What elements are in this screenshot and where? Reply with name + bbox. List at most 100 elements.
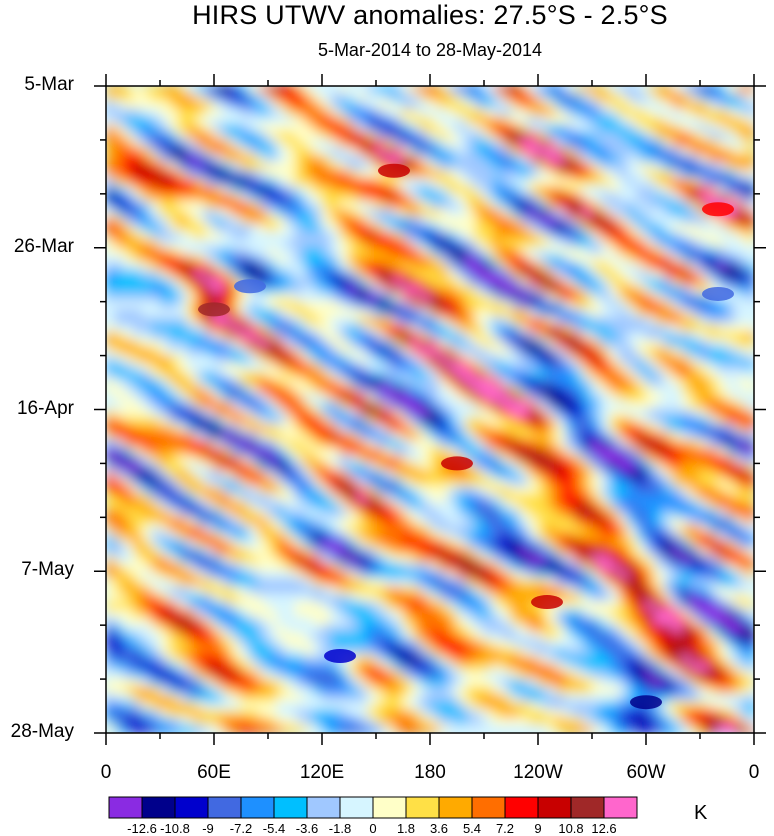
heatmap-cell (591, 270, 602, 280)
heatmap-cell (168, 201, 179, 210)
heatmap-cell (312, 108, 323, 118)
heatmap-cell (456, 116, 467, 126)
heatmap-cell (474, 486, 485, 495)
heatmap-cell (564, 116, 575, 126)
heatmap-cell (312, 316, 323, 326)
heatmap-cell (735, 154, 746, 164)
heatmap-cell (672, 86, 683, 95)
heatmap-cell (213, 416, 224, 426)
heatmap-cell (348, 208, 359, 218)
heatmap-cell (501, 409, 512, 418)
heatmap-cell (690, 177, 701, 187)
heatmap-cell (366, 347, 377, 357)
heatmap-cell (609, 539, 620, 549)
heatmap-cell (672, 254, 683, 264)
heatmap-cell (654, 262, 665, 272)
heatmap-cell (672, 347, 683, 357)
heatmap-cell (411, 362, 422, 372)
heatmap-cell (168, 285, 179, 295)
heatmap-cell (717, 154, 728, 164)
heatmap-cell (528, 331, 539, 341)
heatmap-cell (321, 301, 332, 310)
heatmap-cell (276, 509, 287, 518)
heatmap-cell (546, 563, 557, 572)
heatmap-cell (321, 185, 332, 195)
heatmap-cell (708, 447, 719, 457)
heatmap-cell (204, 262, 215, 272)
heatmap-cell (384, 455, 395, 464)
heatmap-cell (618, 262, 629, 272)
heatmap-cell (582, 116, 593, 126)
heatmap-cell (132, 509, 143, 518)
heatmap-cell (159, 570, 170, 580)
heatmap-cell (249, 100, 260, 110)
heatmap-cell (141, 378, 152, 387)
heatmap-cell (402, 362, 413, 372)
heatmap-cell (366, 432, 377, 441)
heatmap-cell (618, 478, 629, 488)
heatmap-cell (519, 285, 530, 295)
heatmap-cell (627, 378, 638, 387)
heatmap-cell (276, 532, 287, 541)
heatmap-cell (609, 416, 620, 426)
heatmap-cell (519, 262, 530, 272)
heatmap-cell (222, 586, 233, 595)
heatmap-cell (195, 247, 206, 256)
heatmap-cell (483, 316, 494, 326)
heatmap-cell (744, 563, 754, 572)
heatmap-cell (744, 316, 754, 326)
heatmap-cell (204, 609, 215, 618)
heatmap-cell (132, 86, 143, 95)
heatmap-cell (627, 86, 638, 95)
heatmap-cell (420, 455, 431, 464)
heatmap-cell (510, 239, 521, 249)
heatmap-cell (141, 285, 152, 295)
heatmap-cell (573, 224, 584, 233)
heatmap-cell (411, 147, 422, 156)
heatmap-cell (330, 478, 341, 488)
heatmap-cell (276, 547, 287, 557)
heatmap-cell (546, 224, 557, 233)
heatmap-cell (384, 254, 395, 264)
heatmap-cell (258, 424, 269, 434)
heatmap-cell (663, 270, 674, 280)
heatmap-cell (429, 108, 440, 118)
heatmap-cell (249, 208, 260, 218)
heatmap-cell (429, 262, 440, 272)
heatmap-cell (285, 331, 296, 341)
heatmap-cell (357, 486, 368, 495)
heatmap-cell (106, 139, 116, 149)
heatmap-cell (591, 216, 602, 226)
heatmap-cell (690, 93, 701, 102)
heatmap-cell (474, 378, 485, 387)
heatmap-cell (366, 247, 377, 256)
heatmap-cell (132, 239, 143, 249)
heatmap-cell (402, 555, 413, 565)
heatmap-cell (411, 185, 422, 195)
heatmap-cell (744, 385, 754, 395)
heatmap-cell (159, 177, 170, 187)
heatmap-cell (501, 509, 512, 518)
heatmap-cell (285, 532, 296, 541)
heatmap-cell (384, 239, 395, 249)
heatmap-cell (393, 462, 404, 472)
heatmap-cell (285, 347, 296, 357)
heatmap-cell (195, 539, 206, 549)
heatmap-cell (312, 324, 323, 333)
heatmap-cell (420, 486, 431, 495)
heatmap-cell (213, 324, 224, 333)
heatmap-cell (717, 593, 728, 603)
heatmap-cell (708, 570, 719, 580)
heatmap-cell (492, 539, 503, 549)
heatmap-cell (258, 254, 269, 264)
heatmap-cell (456, 586, 467, 595)
heatmap-cell (501, 301, 512, 310)
heatmap-cell (663, 285, 674, 295)
heatmap-cell (114, 100, 125, 110)
heatmap-cell (150, 139, 161, 149)
heatmap-cell (312, 493, 323, 503)
heatmap-cell (276, 193, 287, 203)
heatmap-cell (312, 201, 323, 210)
heatmap-cell (537, 416, 548, 426)
heatmap-cell (465, 416, 476, 426)
